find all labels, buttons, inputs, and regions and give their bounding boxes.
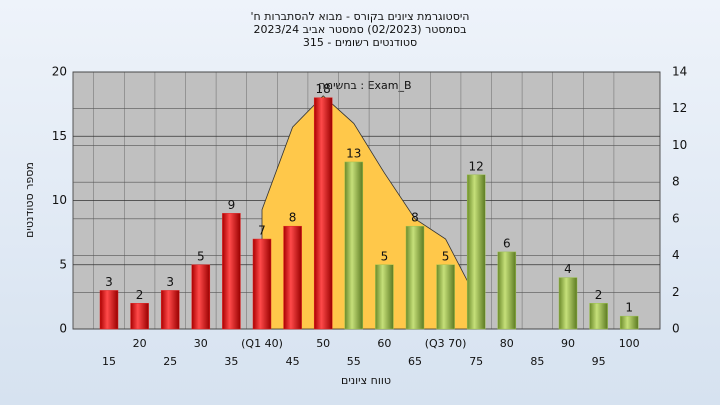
data-label: 9 [228, 198, 236, 212]
bar [283, 225, 302, 330]
chart-title: 'היסטוגרמת ציונים בקורס - מבוא להסתברות … [251, 10, 470, 23]
bar [497, 251, 517, 330]
x-tick-label: 100 [619, 337, 640, 350]
bar [466, 174, 486, 330]
annotation: בחשימה : Exam_B [318, 79, 411, 92]
y2-tick-label: 12 [672, 101, 687, 115]
y2-tick-label: 4 [672, 248, 680, 262]
y-tick-label: 0 [59, 322, 67, 336]
y2-tick-label: 14 [672, 65, 687, 79]
y-axis-label: מספר סטודנטים [23, 162, 36, 238]
y-tick-label: 10 [52, 193, 67, 207]
bar [313, 97, 333, 330]
x-tick-label: 25 [163, 355, 177, 368]
bar [589, 303, 608, 330]
x-tick-label: (Q3 70) [425, 337, 467, 350]
x-tick-label: (Q1 40) [241, 337, 283, 350]
bar [436, 264, 455, 330]
x-tick-label: 95 [592, 355, 606, 368]
x-tick-label: 85 [530, 355, 544, 368]
x-tick-label: 15 [102, 355, 116, 368]
data-label: 5 [442, 249, 450, 263]
y-tick-label: 5 [59, 257, 67, 271]
data-label: 1 [625, 301, 633, 315]
data-label: 7 [258, 224, 266, 238]
bar [222, 213, 241, 330]
chart-subtitle: בסמסטר (02/2023) סמסטר אביב 2023/24 [253, 23, 466, 36]
x-tick-label: 75 [469, 355, 483, 368]
data-label: 6 [503, 236, 511, 250]
data-label: 4 [564, 262, 572, 276]
bar [99, 290, 119, 330]
y-tick-label: 20 [52, 65, 67, 79]
x-tick-label: 35 [224, 355, 238, 368]
y2-tick-label: 6 [672, 211, 680, 225]
data-label: 2 [136, 288, 144, 302]
x-tick-label: 30 [194, 337, 208, 350]
x-tick-label: 65 [408, 355, 422, 368]
x-tick-label: 80 [500, 337, 514, 350]
x-axis-label: טווח ציונים [341, 374, 391, 387]
x-tick-label: 55 [347, 355, 361, 368]
x-tick-label: 50 [316, 337, 330, 350]
data-label: 2 [595, 288, 603, 302]
data-label: 13 [346, 146, 361, 160]
y2-tick-label: 8 [672, 175, 680, 189]
x-tick-label: 90 [561, 337, 575, 350]
bar [405, 225, 425, 330]
data-label: 8 [411, 211, 419, 225]
x-tick-label: 60 [377, 337, 391, 350]
bar [375, 264, 394, 330]
bar [191, 264, 211, 330]
chart-subtitle: סטודנטים רשומים - 315 [303, 36, 417, 49]
data-label: 3 [166, 275, 174, 289]
data-label: 5 [381, 249, 389, 263]
data-label: 3 [105, 275, 113, 289]
x-tick-label: 20 [133, 337, 147, 350]
y2-tick-label: 10 [672, 138, 687, 152]
bar [344, 161, 364, 330]
x-tick-label: 45 [286, 355, 300, 368]
bar [558, 277, 578, 330]
bar [160, 290, 180, 330]
bar [252, 238, 272, 330]
data-label: 18 [316, 82, 331, 96]
y2-tick-label: 2 [672, 285, 680, 299]
y-tick-label: 15 [52, 129, 67, 143]
bar [619, 315, 639, 330]
y2-tick-label: 0 [672, 322, 680, 336]
data-label: 5 [197, 249, 205, 263]
bar [130, 303, 149, 330]
data-label: 8 [289, 211, 297, 225]
data-label: 12 [469, 159, 484, 173]
